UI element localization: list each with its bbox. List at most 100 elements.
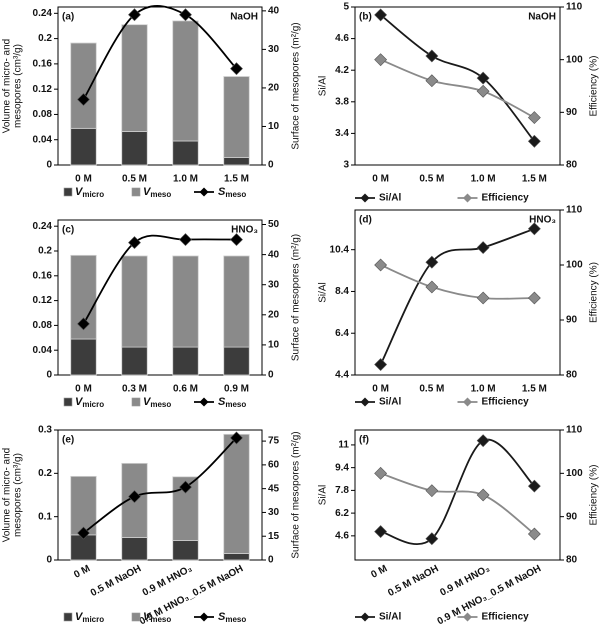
y-tick-label: 0.12 [33, 295, 53, 306]
y2-tick-label: 50 [268, 219, 280, 230]
y-tick-label: 0.08 [33, 320, 53, 331]
y2-tick-label: 90 [566, 511, 578, 522]
y-tick-label: 7.8 [335, 485, 349, 496]
y-tick-label: 9.4 [335, 462, 349, 473]
y2-axis-title: Surface of mesopores (m²/g) [291, 431, 302, 558]
point-marker [374, 8, 388, 22]
legend-label: Vmeso [143, 611, 171, 624]
x-tick-label: 1.0 M [173, 174, 198, 185]
legend-symbol: V [75, 611, 84, 623]
x-tick-label: 0 M [369, 563, 389, 581]
legend-subscript: meso [150, 400, 171, 409]
panel: 3 3.4 3.8 4.2 4.6 5 80 90 100 110 Si/Al Efficiency … [318, 2, 600, 204]
y-tick-label: 5 [343, 2, 349, 13]
panel-title: HNO₃ [529, 215, 556, 226]
bar-segment [223, 255, 250, 348]
y-tick-label: 0.04 [33, 345, 53, 356]
legend-subscript: micro [82, 615, 104, 624]
y-tick-label: 0.2 [38, 246, 52, 257]
y2-tick-label: 30 [268, 507, 280, 518]
bar-segment [121, 131, 148, 166]
panel: 4.4 6.4 8.4 10.4 80 90 100 110 Si/Al Efficiency (… [318, 205, 600, 408]
point-marker [374, 525, 388, 539]
y2-tick-label: 110 [566, 425, 583, 436]
legend-label: Si/Al [379, 397, 401, 408]
series-line [82, 437, 238, 534]
x-tick-label: 0 M [72, 563, 92, 581]
x-tick-label: 0.5 M [419, 174, 444, 185]
bar-segment [172, 140, 199, 166]
plot-frame [57, 219, 263, 376]
point-marker [476, 488, 490, 502]
y-tick-label: 0 [46, 370, 52, 381]
panel-label: (d) [359, 215, 372, 226]
y2-tick-label: 0 [268, 370, 274, 381]
legend-swatch [131, 612, 141, 622]
legend-marker [360, 612, 370, 622]
legend-swatch [131, 187, 141, 197]
point-marker [179, 480, 192, 494]
bar-segment [121, 346, 148, 376]
y-tick-label: 4.2 [335, 65, 349, 76]
point-marker [476, 434, 490, 448]
point-marker [527, 134, 541, 148]
bar-segment [121, 255, 148, 348]
y2-tick-label: 60 [268, 460, 280, 471]
x-tick-label: 0 M [372, 174, 389, 185]
point-marker [527, 479, 541, 493]
point-marker [374, 258, 388, 272]
y2-tick-label: 100 [566, 260, 583, 271]
legend-swatch [63, 612, 73, 622]
x-tick-label: 0.5 M NaOH [386, 563, 440, 599]
legend-label: Smeso [218, 611, 246, 624]
y2-tick-label: 30 [268, 44, 280, 55]
y-axis-title: Si/Al [318, 76, 329, 97]
x-tick-label: 0 M [75, 174, 92, 185]
x-tick-label: 0.5 M [122, 174, 147, 185]
panel-label: (c) [62, 225, 74, 236]
legend-marker [463, 397, 472, 407]
point-marker [425, 74, 439, 88]
point-marker [527, 527, 541, 541]
point-marker [179, 8, 192, 22]
y-axis-title: Si/Al [318, 282, 329, 303]
x-tick-label: 1.5 M [522, 384, 547, 395]
legend-subscript: micro [82, 400, 104, 409]
legend-label: Vmeso [143, 186, 171, 199]
point-marker [230, 233, 243, 246]
bar-segment [172, 346, 199, 376]
legend-marker [199, 187, 209, 197]
point-marker [230, 62, 243, 76]
y2-tick-label: 0 [268, 160, 274, 171]
bar-segment [172, 540, 199, 561]
y2-tick-label: 45 [268, 483, 280, 494]
legend-symbol: V [143, 396, 152, 408]
series-line [380, 58, 535, 119]
y-tick-label: 6.4 [335, 328, 349, 339]
legend-marker [199, 397, 209, 407]
panel-title: NaOH [528, 12, 556, 23]
y2-axis-title: Efficiency (%) [589, 465, 600, 526]
y-tick-label: 0.12 [33, 84, 53, 95]
y2-tick-label: 10 [268, 340, 280, 351]
legend-label: Vmicro [75, 186, 104, 199]
y2-tick-label: 80 [566, 160, 578, 171]
legend-symbol: S [218, 186, 226, 198]
legend-symbol: V [75, 396, 84, 408]
panel: 0 0.04 0.08 0.12 0.16 0.2 0.24 0 10 20 30 40 Volume … [2, 5, 302, 199]
y-tick-label: 0.24 [33, 8, 53, 19]
series-line [379, 227, 535, 365]
legend-label: Vmicro [75, 611, 104, 624]
y2-axis-title: Surface of mesopores (m²/g) [291, 234, 302, 361]
legend-label: Si/Al [379, 193, 401, 204]
legend-label: Si/Al [379, 612, 401, 623]
panel-label: (a) [62, 12, 74, 23]
y2-tick-label: 20 [268, 309, 280, 320]
y2-tick-label: 110 [566, 2, 583, 13]
y-tick-label: 0.24 [33, 221, 53, 232]
plot-frame [57, 429, 263, 561]
y2-tick-label: 0 [268, 555, 274, 566]
legend-label: Efficiency [482, 193, 530, 204]
y-tick-label: 3 [343, 160, 349, 171]
y2-tick-label: 80 [566, 555, 578, 566]
